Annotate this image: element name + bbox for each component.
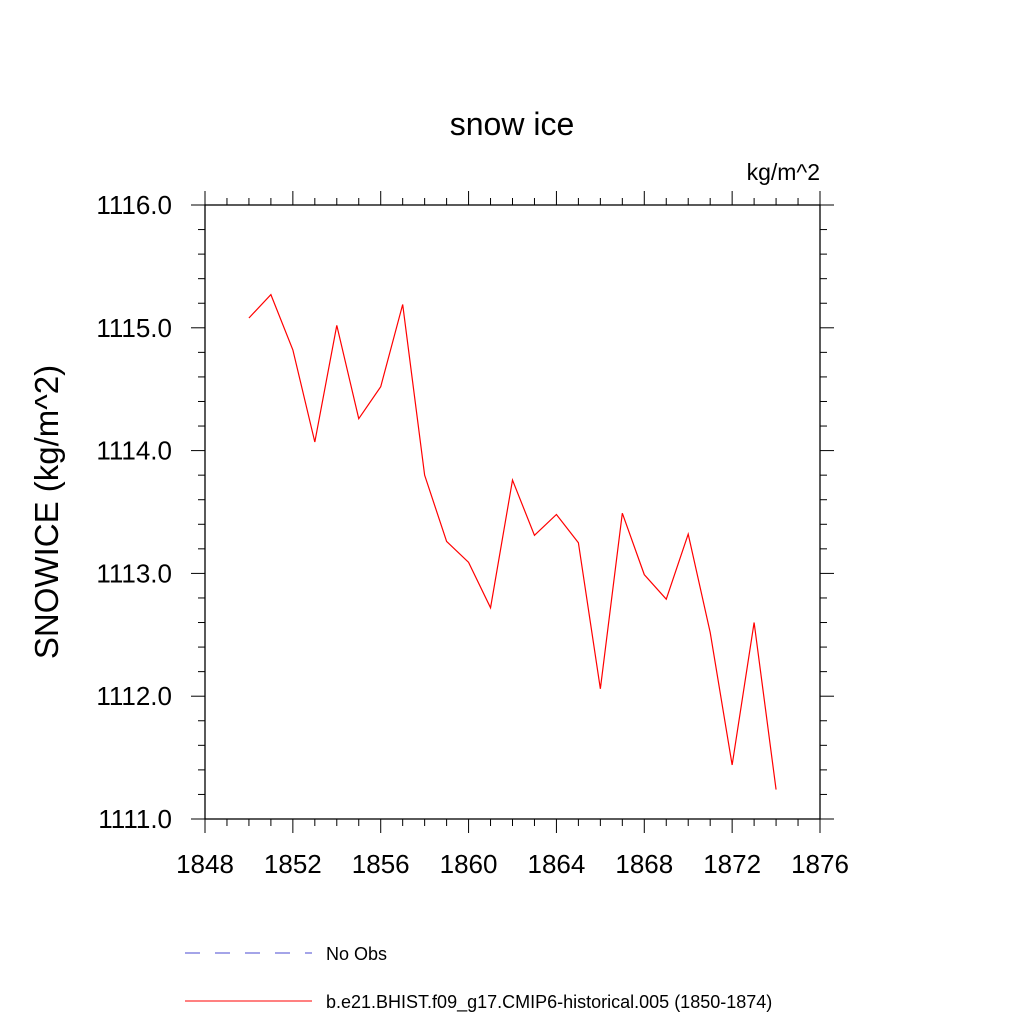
y-tick-label: 1114.0: [96, 436, 172, 466]
data-point: [358, 418, 359, 419]
data-point: [644, 574, 645, 575]
chart-title: snow ice: [450, 106, 575, 142]
data-point: [732, 764, 733, 765]
x-tick-label: 1868: [615, 849, 673, 879]
y-tick-label: 1115.0: [96, 313, 172, 343]
series-group: [248, 293, 777, 790]
data-point: [754, 622, 755, 623]
data-point: [578, 542, 579, 543]
data-point: [775, 789, 776, 790]
data-point: [270, 294, 271, 295]
data-point: [292, 349, 293, 350]
data-point: [380, 386, 381, 387]
legend-label: b.e21.BHIST.f09_g17.CMIP6-historical.005…: [326, 992, 772, 1013]
x-tick-label: 1848: [176, 849, 234, 879]
data-point: [534, 535, 535, 536]
data-point: [688, 534, 689, 535]
x-tick-label: 1872: [703, 849, 761, 879]
legend-label: No Obs: [326, 944, 387, 964]
x-tick-label: 1864: [528, 849, 586, 879]
data-point: [424, 475, 425, 476]
y-axis-label: SNOWICE (kg/m^2): [28, 365, 65, 659]
data-point: [468, 562, 469, 563]
data-point: [336, 325, 337, 326]
legend: No Obs b.e21.BHIST.f09_g17.CMIP6-historic…: [185, 944, 772, 1013]
data-point: [622, 513, 623, 514]
y-tick-label: 1112.0: [96, 681, 172, 711]
y-tick-label: 1111.0: [98, 804, 172, 834]
data-point: [490, 607, 491, 608]
x-tick-label: 1856: [352, 849, 410, 879]
data-point: [710, 632, 711, 633]
series-line: [248, 293, 777, 790]
data-point: [402, 304, 403, 305]
data-point: [248, 317, 249, 318]
plot-frame: [204, 204, 821, 820]
axis-ticks: [191, 191, 834, 833]
x-tick-label: 1876: [791, 849, 849, 879]
data-point: [314, 441, 315, 442]
data-point: [446, 541, 447, 542]
y-tick-label: 1116.0: [96, 190, 172, 220]
x-tick-label: 1860: [440, 849, 498, 879]
data-point: [556, 514, 557, 515]
data-point: [600, 688, 601, 689]
axis-tick-labels: 1848 1852 1856 1860 1864 1868 1872 1876 1111.0 11…: [96, 190, 849, 879]
y-tick-label: 1113.0: [96, 558, 172, 588]
data-point: [512, 479, 513, 480]
data-point: [666, 599, 667, 600]
x-tick-label: 1852: [264, 849, 322, 879]
units-label: kg/m^2: [747, 159, 820, 185]
